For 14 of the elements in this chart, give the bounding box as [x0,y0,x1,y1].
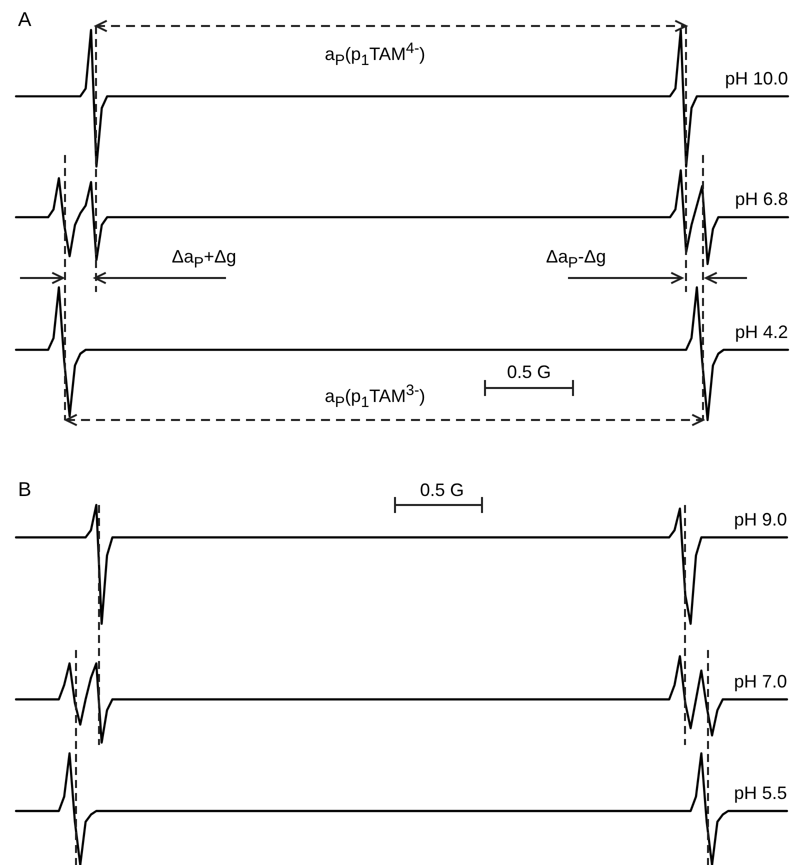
annotation: a$_{P}$(p$_{1}$TAM$^{3-}$) [324,381,426,413]
series-label: pH 4.2 [734,322,788,342]
series-label: pH 10.0 [724,68,788,88]
chart-title: A [18,9,32,31]
series-label: pH 5.5 [734,782,787,803]
annotation: Δa$_{P}$+Δg [172,246,236,274]
annotation: 0.5 G [506,362,552,382]
chart-title: B [18,479,32,501]
annotation: a$_{P}$(p$_{1}$TAM$^{4-}$) [324,39,426,71]
annotation: Δa$_{P}$-Δg [546,246,606,274]
series-label: pH 9.0 [734,509,787,530]
text: 0.5 G [420,480,464,500]
series-label: pH 7.0 [734,671,787,692]
series-label: pH 6.8 [734,189,788,210]
